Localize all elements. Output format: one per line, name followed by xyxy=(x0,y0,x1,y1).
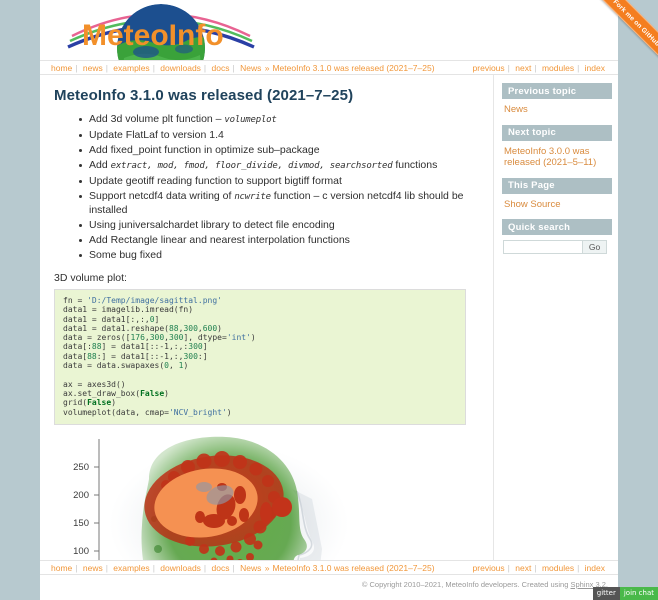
nav-link-news-section[interactable]: News xyxy=(240,63,262,73)
svg-text:100: 100 xyxy=(73,546,89,557)
face-profile-shading xyxy=(292,488,322,560)
top-navigation-bar: home | news | examples | downloads | docs | N… xyxy=(40,60,618,75)
nav-link-news[interactable]: news xyxy=(82,63,103,73)
nav-left-group: home | news | examples | downloads | docs | N… xyxy=(50,61,436,76)
bottom-navigation-bar: home | news | examples | downloads | docs | N… xyxy=(40,560,618,575)
nav-separator: | xyxy=(75,63,78,73)
nav-separator: | xyxy=(203,563,207,573)
nav-separator: | xyxy=(507,563,510,573)
list-item: Update geotiff reading function to suppo… xyxy=(78,175,481,188)
page-body: MeteoInfo 3.1.0 was released (2021–7–25)… xyxy=(40,75,618,560)
github-ribbon-label: Fork me on GitHub xyxy=(592,0,658,68)
breadcrumb-current-bottom: MeteoInfo 3.1.0 was released (2021–7–25) xyxy=(272,563,435,573)
list-item: Add Rectangle linear and nearest interpo… xyxy=(78,234,481,247)
breadcrumb-current: MeteoInfo 3.1.0 was released (2021–7–25) xyxy=(272,63,435,73)
nav-link-next[interactable]: next xyxy=(515,63,532,73)
list-item: Update FlatLaf to version 1.4 xyxy=(78,129,481,142)
nav-link-home[interactable]: home xyxy=(51,63,73,73)
inline-code: extract, mod, fmod, floor_divide, divmod… xyxy=(110,161,393,171)
nav-link-next-bottom[interactable]: next xyxy=(515,563,532,573)
inline-code: ncwrite xyxy=(234,192,271,202)
nav-separator: | xyxy=(105,563,108,573)
volume-plot-figure: 0 50 100 150 200 250 xyxy=(54,428,474,560)
nav-link-index-bottom[interactable]: index xyxy=(584,563,605,573)
sidebar-heading-previous-topic: Previous topic xyxy=(502,83,612,99)
eye-blob-front xyxy=(272,496,292,517)
copyright-text: © Copyright 2010–2021, MeteoInfo develop… xyxy=(362,580,608,589)
code-block: fn = 'D:/Temp/image/sagittal.png' data1 … xyxy=(54,289,466,425)
nav-separator: | xyxy=(232,563,235,573)
sidebar-link-next-topic[interactable]: MeteoInfo 3.0.0 was released (2021–5–11) xyxy=(504,145,597,169)
search-go-button[interactable]: Go xyxy=(583,240,607,254)
nav-separator: | xyxy=(534,63,537,73)
nav-link-home-bottom[interactable]: home xyxy=(51,563,73,573)
nav-link-previous-bottom[interactable]: previous xyxy=(472,563,505,573)
quick-search-form: Go xyxy=(503,240,612,254)
svg-text:150: 150 xyxy=(73,518,89,529)
nav-link-news-section-bottom[interactable]: News xyxy=(240,563,262,573)
nav-link-modules[interactable]: modules xyxy=(541,63,575,73)
list-item: Add extract, mod, fmod, floor_divide, di… xyxy=(78,159,481,173)
nav-separator: | xyxy=(152,563,155,573)
nav-separator: | xyxy=(577,63,580,73)
list-item: Using juniversalchardet library to detec… xyxy=(78,219,481,232)
nav-link-news-bottom[interactable]: news xyxy=(82,563,103,573)
page-title: MeteoInfo 3.1.0 was released (2021–7–25) xyxy=(54,87,354,104)
site-header: MeteoInfo xyxy=(40,0,618,60)
nav-separator: | xyxy=(534,563,537,573)
nav-left-group-bottom: home | news | examples | downloads | docs | N… xyxy=(50,561,436,576)
list-item: Add fixed_point function in optimize sub… xyxy=(78,144,481,157)
site-logo[interactable]: MeteoInfo xyxy=(54,2,269,60)
gitter-badge-label: gitter xyxy=(592,587,620,600)
nav-separator: | xyxy=(105,63,108,73)
sidebar-heading-next-topic: Next topic xyxy=(502,124,612,141)
list-item: Support netcdf4 data writing of ncwrite … xyxy=(78,190,481,216)
changelog-list: Add 3d volume plt function – volumeplot … xyxy=(78,113,481,261)
sphinx-link[interactable]: Sphinx xyxy=(570,580,594,589)
nav-right-group: previous | next | modules | index xyxy=(472,61,606,76)
nav-separator: | xyxy=(232,63,235,73)
sphinx-version: 3.2. xyxy=(593,580,608,589)
nav-link-downloads-bottom[interactable]: downloads xyxy=(160,563,201,573)
eye-blob-rear xyxy=(260,501,272,524)
sidebar-heading-this-page: This Page xyxy=(502,177,612,194)
sidebar-link-show-source[interactable]: Show Source xyxy=(504,198,561,210)
sidebar: Previous topic News Next topic MeteoInfo… xyxy=(493,75,618,560)
breadcrumb-arrow-icon-bottom: » xyxy=(264,563,270,573)
inline-code: volumeplot xyxy=(224,115,277,125)
nav-link-previous[interactable]: previous xyxy=(472,63,505,73)
y-axis-ticks: 0 50 100 150 200 250 xyxy=(73,462,99,557)
nav-separator: | xyxy=(152,63,155,73)
svg-text:200: 200 xyxy=(73,490,89,501)
search-input[interactable] xyxy=(503,240,583,254)
nav-separator: | xyxy=(75,563,78,573)
nav-link-downloads[interactable]: downloads xyxy=(160,63,201,73)
list-item: Some bug fixed xyxy=(78,249,481,262)
nav-link-index[interactable]: index xyxy=(584,63,605,73)
nav-right-group-bottom: previous | next | modules | index xyxy=(472,561,606,576)
github-ribbon[interactable]: Fork me on GitHub xyxy=(590,0,658,68)
gitter-badge[interactable]: gitter join chat xyxy=(592,587,658,600)
nav-link-docs-bottom[interactable]: docs xyxy=(211,563,230,573)
nav-link-docs[interactable]: docs xyxy=(211,63,230,73)
sidebar-link-previous-topic[interactable]: News xyxy=(504,104,528,115)
main-content: MeteoInfo 3.1.0 was released (2021–7–25)… xyxy=(40,75,493,560)
list-item: Add 3d volume plt function – volumeplot xyxy=(78,113,481,127)
svg-text:250: 250 xyxy=(73,462,89,473)
gitter-badge-action: join chat xyxy=(619,587,658,600)
documentation-page: MeteoInfo home | news | examples | download… xyxy=(40,0,618,600)
nav-link-examples[interactable]: examples xyxy=(113,63,150,73)
site-footer: © Copyright 2010–2021, MeteoInfo develop… xyxy=(40,575,618,597)
nav-separator: | xyxy=(203,63,207,73)
sidebar-heading-quick-search: Quick search xyxy=(502,219,612,235)
head-volume xyxy=(141,436,307,560)
figure-caption: 3D volume plot: xyxy=(54,272,127,284)
svg-text:MeteoInfo: MeteoInfo xyxy=(82,19,224,52)
copyright-prefix: © Copyright 2010–2021, MeteoInfo develop… xyxy=(361,580,571,589)
nav-link-examples-bottom[interactable]: examples xyxy=(113,563,150,573)
nav-separator: | xyxy=(577,563,580,573)
nav-link-modules-bottom[interactable]: modules xyxy=(541,563,575,573)
nav-separator: | xyxy=(507,63,510,73)
breadcrumb-arrow-icon: » xyxy=(264,63,270,73)
